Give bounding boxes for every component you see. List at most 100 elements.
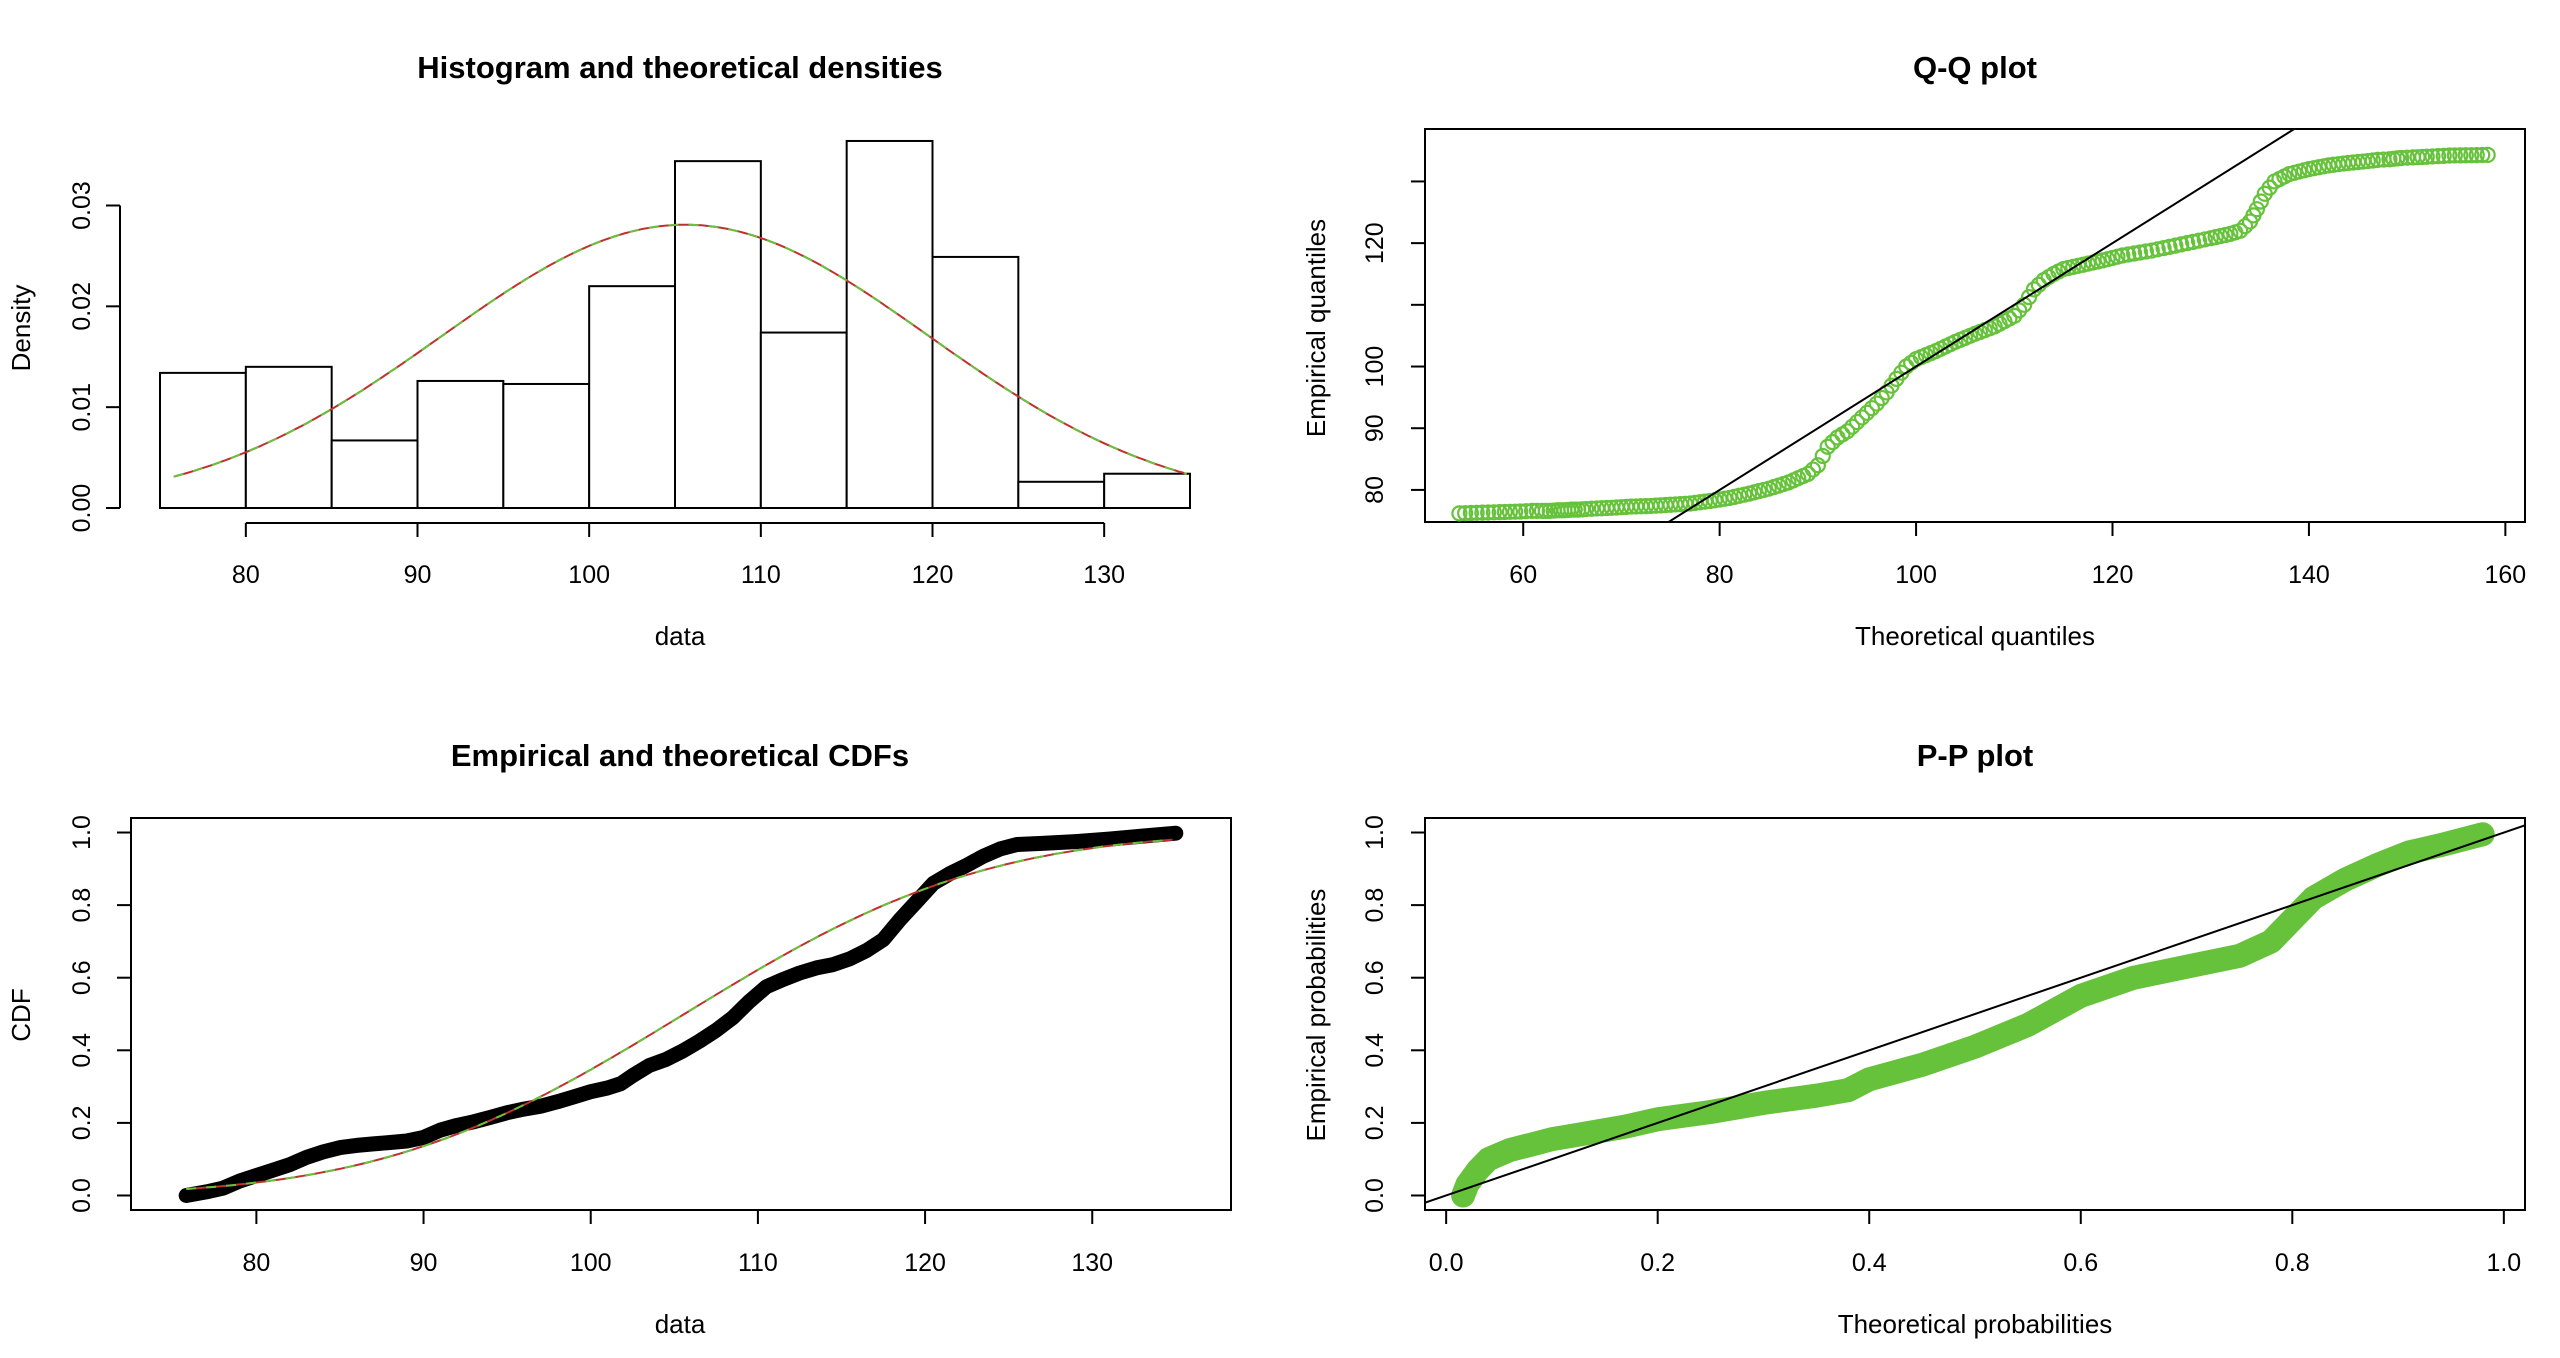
qq-point [1809,457,1826,474]
cdf-y-axis: 0.0 0.2 0.4 0.6 0.8 1.0 [68,815,132,1213]
cdf-panel: Empirical and theoretical CDFs data CDF … [6,738,1232,1339]
cdf-theoretical-curve-overlay [186,838,1173,1190]
cdf-x-tick-label: 110 [738,1249,778,1277]
qq-point [2463,147,2480,164]
qq-x-tick-label: 60 [1509,561,1537,589]
qq-x-tick-label: 80 [1706,561,1734,589]
qq-point [2149,241,2166,258]
pp-x-tick-label: 0.4 [1852,1249,1887,1277]
cdf-y-tick-label: 0.2 [68,1106,96,1141]
histogram-bar [1103,472,1191,510]
histogram-x-tick-label: 100 [568,561,610,589]
qq-point [2479,146,2496,164]
qq-y-axis: 80 90 100 120 [1361,180,1426,504]
pp-y-tick-label: 0.2 [1361,1106,1389,1141]
histogram-bar [330,439,419,510]
qq-point [2474,146,2491,164]
qq-point [2161,238,2178,255]
cdf-x-tick-label: 120 [904,1249,946,1277]
qq-title: Q-Q plot [1913,50,2037,85]
histogram-bar [759,331,848,509]
histogram-x-tick-label: 130 [1083,561,1125,589]
qq-y-tick-label: 80 [1361,476,1389,504]
qq-point [2252,193,2269,210]
qq-panel: Q-Q plot Theoretical quantiles Empirical… [1301,50,2526,651]
pp-x-tick-label: 0.2 [1640,1249,1675,1277]
cdf-y-tick-label: 0.8 [68,888,96,923]
qq-point [2120,246,2137,263]
qq-point [2452,147,2469,164]
qq-point [2025,281,2043,298]
qq-point [2190,232,2208,249]
qq-point [1819,438,1836,455]
cdf-x-tick-label: 100 [570,1249,612,1277]
qq-point [2155,239,2172,257]
pp-reference-line [1425,824,2525,1204]
qq-point [1501,503,1519,520]
qq-point [1491,504,1508,521]
pp-panel: P-P plot Theoretical probabilities Empir… [1301,738,2526,1339]
histogram-bar [845,139,934,509]
histogram-x-tick-label: 90 [404,561,432,589]
cdf-y-tick-label: 0.4 [68,1033,96,1068]
pp-x-axis: 0.0 0.2 0.4 0.6 0.8 1.0 [1429,1209,2521,1277]
pp-y-tick-label: 0.0 [1361,1178,1389,1213]
qq-y-tick-label: 100 [1361,346,1389,388]
histogram-bar [502,382,591,510]
qq-point [2114,247,2131,264]
cdf-plot-frame [130,817,1232,1211]
histogram-bars [159,139,1191,510]
pp-x-tick-label: 0.6 [2063,1249,2098,1277]
qq-point [1799,465,1817,482]
cdf-theoretical-curve [186,838,1173,1190]
pp-y-axis: 0.0 0.2 0.4 0.6 0.8 1.0 [1361,815,1426,1213]
qq-point [2468,146,2485,164]
histogram-bar [588,285,677,509]
histogram-panel: Histogram and theoretical densities data… [6,50,1191,651]
qq-point [2131,244,2149,261]
qq-x-tick-label: 140 [2288,561,2330,589]
qq-x-tick-label: 100 [1895,561,1937,589]
pp-x-tick-label: 1.0 [2486,1249,2521,1277]
cdf-x-tick-label: 90 [410,1249,438,1277]
qq-point [1583,500,1600,517]
pp-y-tick-label: 1.0 [1361,815,1389,850]
qq-point [1485,504,1502,521]
pp-x-tick-label: 0.0 [1429,1249,1464,1277]
qq-point [2369,151,2386,168]
qq-point [1814,447,1831,465]
qq-point [2435,147,2452,164]
qq-point [1863,400,1880,417]
qq-point [2424,148,2441,165]
histogram-x-tick-label: 80 [232,561,260,589]
pp-y-tick-label: 0.6 [1361,960,1389,995]
qq-point [2248,201,2265,218]
histogram-title: Histogram and theoretical densities [417,50,942,85]
pp-points [1451,822,2495,1208]
qq-point [2414,148,2431,166]
cdf-x-tick-label: 130 [1071,1249,1113,1277]
histogram-bar [244,365,333,510]
qq-point [2173,236,2190,253]
pp-xlabel: Theoretical probabilities [1838,1309,2113,1339]
qq-y-tick-label: 90 [1361,414,1389,442]
qq-point [1480,504,1497,521]
histogram-bar [931,255,1020,509]
qq-point [2446,147,2463,164]
qq-point [2393,149,2410,167]
histogram-y-tick-label: 0.03 [68,181,96,230]
qq-point [1824,434,1841,451]
pp-title: P-P plot [1917,738,2034,773]
cdf-xlabel: data [655,1309,706,1339]
qq-point [2143,242,2160,259]
histogram-bar [416,379,505,510]
qq-point [2457,147,2474,164]
qq-point [1839,423,1856,440]
histogram-y-tick-label: 0.01 [68,383,96,432]
qq-point [2418,148,2435,165]
histogram-y-tick-label: 0.02 [68,282,96,331]
histogram-y-tick-label: 0.00 [68,484,96,533]
qq-point [1512,503,1529,520]
qq-point [1528,502,1546,519]
